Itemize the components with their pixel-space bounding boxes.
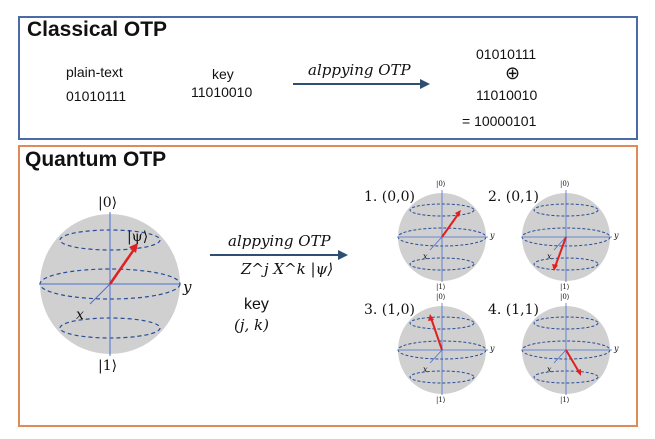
plaintext-label: plain-text bbox=[66, 64, 123, 80]
s4-x: x bbox=[547, 365, 552, 374]
case-3-label: 3. (1,0) bbox=[364, 302, 415, 318]
s3-one: |1⟩ bbox=[436, 396, 446, 404]
classical-otp-panel bbox=[18, 16, 638, 140]
ket-psi-label: |ψ⟩ bbox=[127, 229, 149, 245]
s1-y: y bbox=[490, 231, 495, 240]
s3-x: x bbox=[423, 365, 428, 374]
quantum-otp-panel bbox=[18, 145, 638, 427]
s3-zero: |0⟩ bbox=[436, 293, 446, 301]
xor-symbol: ⊕ bbox=[505, 63, 521, 83]
s4-one: |1⟩ bbox=[560, 396, 570, 404]
s3-y: y bbox=[490, 344, 495, 353]
s4-y: y bbox=[614, 344, 619, 353]
case-2-label: 2. (0,1) bbox=[488, 189, 539, 205]
ket-zero-label: |0⟩ bbox=[98, 195, 118, 211]
classical-otp-title: Classical OTP bbox=[27, 18, 168, 41]
classical-arrow-label: alppying OTP bbox=[308, 61, 411, 79]
s2-y: y bbox=[614, 231, 619, 240]
quantum-arrow-label: alppying OTP bbox=[228, 232, 331, 250]
case-4-label: 4. (1,1) bbox=[488, 302, 539, 318]
s1-one: |1⟩ bbox=[436, 283, 446, 291]
quantum-otp-title: Quantum OTP bbox=[25, 148, 167, 171]
ket-one-label: |1⟩ bbox=[98, 358, 118, 374]
s1-zero: |0⟩ bbox=[436, 180, 446, 188]
s1-x: x bbox=[423, 252, 428, 261]
key-value: 11010010 bbox=[191, 84, 253, 100]
plaintext-value: 01010111 bbox=[66, 88, 127, 104]
key-label: key bbox=[212, 66, 234, 82]
y-axis-label: y bbox=[183, 278, 192, 296]
operation-label: Z^j X^k |ψ⟩ bbox=[241, 260, 334, 278]
x-axis-label: x bbox=[76, 307, 84, 323]
s2-one: |1⟩ bbox=[560, 283, 570, 291]
xor-operand-b: 11010010 bbox=[476, 87, 538, 103]
s2-zero: |0⟩ bbox=[560, 180, 570, 188]
quantum-key-value: (j, k) bbox=[234, 316, 269, 334]
quantum-key-label: key bbox=[244, 296, 269, 313]
s4-zero: |0⟩ bbox=[560, 293, 570, 301]
case-1-label: 1. (0,0) bbox=[364, 189, 415, 205]
xor-operand-a: 01010111 bbox=[476, 46, 537, 62]
s2-x: x bbox=[547, 252, 552, 261]
xor-result: = 10000101 bbox=[462, 113, 537, 129]
